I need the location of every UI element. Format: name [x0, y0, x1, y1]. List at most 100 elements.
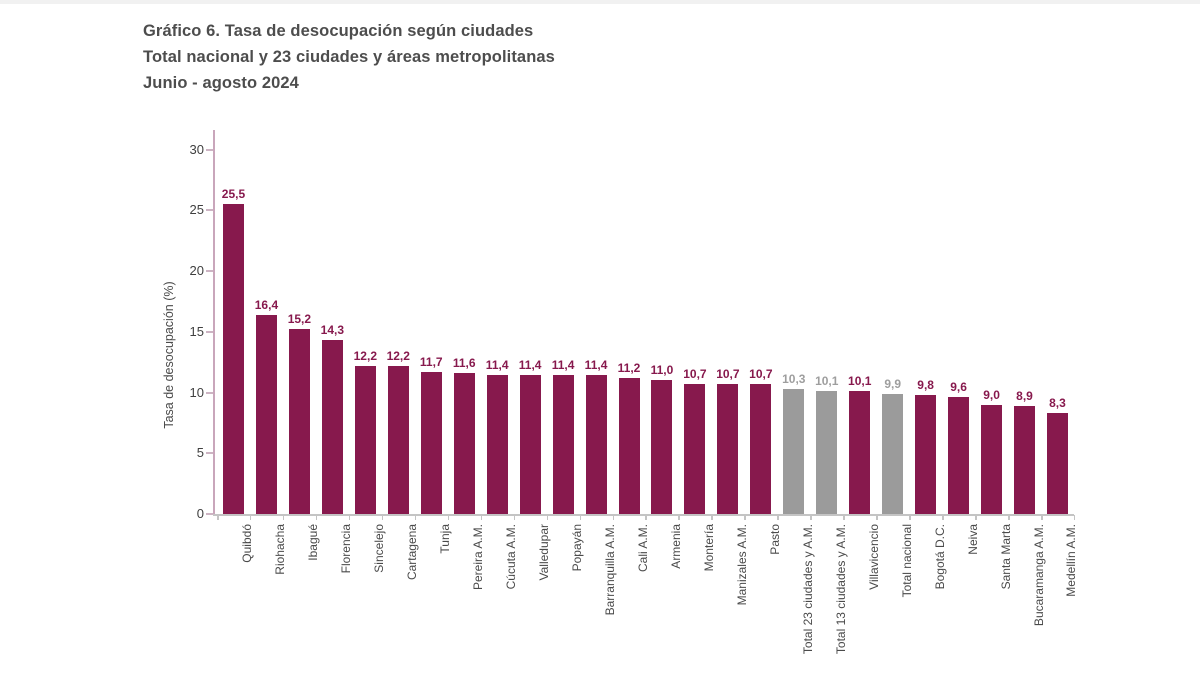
x-tick-label: Valledupar [537, 524, 552, 581]
x-tick-label: Quibdó [240, 524, 255, 563]
x-tick-label: Sincelejo [372, 524, 387, 573]
x-axis-tick [1041, 515, 1043, 520]
bar [288, 329, 310, 514]
bar [981, 404, 1003, 514]
bar-value-label: 25,5 [221, 187, 246, 202]
y-axis-tick [206, 391, 213, 394]
bar [486, 375, 508, 514]
x-axis-tick [513, 515, 516, 520]
bar-value-label: 10,7 [716, 366, 740, 381]
x-axis-tick [1008, 515, 1010, 520]
bar [222, 204, 244, 514]
x-tick-label: Total 23 ciudades y A.M. [800, 524, 815, 655]
bar [717, 383, 739, 514]
bar-value-label: 11,2 [617, 360, 641, 375]
x-axis-tick [942, 515, 944, 520]
bar-value-label: 9,9 [884, 376, 902, 391]
x-axis-tick [249, 515, 252, 520]
x-axis-tick [777, 515, 779, 520]
x-axis-tick [579, 515, 582, 520]
bar-value-label: 15,2 [287, 312, 312, 327]
bar [750, 383, 772, 514]
x-tick-label: Armenia [668, 524, 683, 569]
bar-value-label: 16,4 [254, 297, 279, 312]
y-axis-tick [206, 452, 213, 455]
bar-value-label: 9,6 [950, 380, 967, 395]
bar [354, 365, 376, 514]
y-tick-label: 20 [189, 263, 204, 278]
bar-value-label: 10,1 [848, 374, 872, 389]
x-axis-tick [546, 515, 549, 520]
y-axis-tick [206, 330, 213, 333]
bar-value-label: 10,7 [749, 366, 773, 381]
bar [321, 340, 343, 514]
x-tick-label: Pereira A.M. [471, 524, 486, 591]
x-axis-tick [975, 515, 977, 520]
y-tick-label: 15 [189, 323, 204, 339]
bar-value-label: 11,0 [650, 363, 674, 378]
x-axis-tick [711, 515, 713, 520]
bar [420, 371, 442, 514]
x-axis-line [213, 514, 1074, 516]
x-axis-tick [843, 515, 845, 520]
bar [552, 375, 574, 514]
x-axis-tick [348, 515, 351, 520]
x-tick-label: Santa Marta [998, 524, 1013, 590]
x-axis-tick [315, 515, 318, 520]
x-tick-label: Tunja [438, 524, 453, 554]
x-tick-label: Ibagué [306, 524, 321, 561]
bar [684, 383, 706, 514]
x-axis-tick [744, 515, 746, 520]
bar-value-label: 14,3 [320, 323, 345, 338]
bar-value-label: 12,2 [353, 348, 377, 363]
x-tick-label: Cali A.M. [636, 524, 650, 573]
x-tick-label: Villavicencio [866, 524, 881, 590]
y-axis-title: Tasa de desocupación (%) [162, 281, 176, 429]
bar-value-label: 12,2 [386, 348, 410, 363]
bar [255, 314, 277, 514]
bar-value-label: 9,8 [917, 377, 934, 392]
chart-header: Gráfico 6. Tasa de desocupación según ci… [143, 18, 555, 96]
y-tick-label: 10 [189, 384, 204, 400]
bar-value-label: 11,4 [518, 358, 542, 373]
x-axis-tick [876, 515, 878, 520]
bar [948, 397, 970, 514]
x-tick-label: Bogotá D.C. [932, 524, 947, 590]
chart-subtitle: Total nacional y 23 ciudades y áreas met… [143, 48, 555, 66]
bar [882, 393, 904, 514]
y-axis-tick [206, 209, 213, 212]
bar-value-label: 11,7 [419, 354, 443, 369]
bar-value-label: 11,6 [452, 356, 476, 371]
x-axis-tick [810, 515, 812, 520]
x-tick-label: Riohacha [273, 524, 288, 575]
bar [387, 365, 409, 514]
bar [519, 375, 541, 514]
x-axis-tick [447, 515, 450, 520]
y-axis-tick [206, 148, 213, 151]
bar [453, 373, 475, 514]
x-tick-label: Total nacional [899, 524, 914, 598]
x-axis-tick [678, 515, 680, 520]
bar [915, 394, 937, 514]
chart-period: Junio - agosto 2024 [143, 74, 299, 92]
bar-value-label: 11,4 [485, 358, 509, 373]
bar-value-label: 8,9 [1016, 388, 1033, 403]
x-axis-tick [645, 515, 647, 520]
x-tick-label: Cartagena [405, 524, 420, 581]
bar [1014, 405, 1036, 514]
bar-value-label: 11,4 [551, 358, 575, 373]
bar [783, 388, 805, 514]
bar-value-label: 10,3 [782, 371, 806, 386]
x-axis-tick [217, 515, 219, 520]
x-tick-label: Medellín A.M. [1064, 524, 1079, 597]
bar-value-label: 11,4 [584, 358, 608, 373]
y-tick-label: 0 [196, 506, 204, 521]
y-tick-label: 30 [189, 141, 204, 157]
bar-value-label: 9,0 [983, 387, 1000, 402]
x-tick-label: Barranquilla A.M. [603, 524, 618, 616]
bar-value-label: 10,1 [815, 374, 839, 389]
x-tick-label: Neiva [965, 524, 980, 555]
x-tick-label: Manizales A.M. [734, 524, 749, 606]
x-tick-label: Cúcuta A.M. [504, 524, 519, 590]
